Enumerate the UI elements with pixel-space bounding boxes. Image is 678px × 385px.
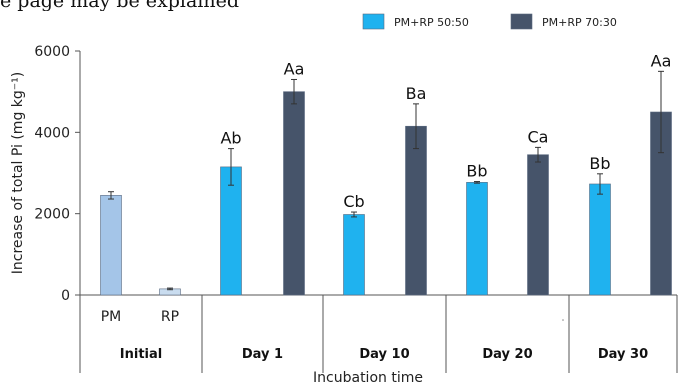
legend-swatch bbox=[362, 13, 385, 30]
y-tick-label: 4000 bbox=[34, 125, 70, 141]
data-label: Ba bbox=[406, 84, 427, 103]
legend-swatch bbox=[510, 13, 533, 30]
chart-axes: 0 2000 4000 6000 bbox=[34, 44, 678, 373]
bar bbox=[220, 166, 242, 296]
data-label: Aa bbox=[651, 51, 672, 70]
data-label: Ab bbox=[220, 129, 241, 148]
legend-label: PM+RP 50:50 bbox=[394, 16, 469, 29]
bar-sublabel: PM bbox=[101, 309, 122, 325]
data-label: Aa bbox=[284, 59, 305, 78]
bar bbox=[589, 183, 611, 296]
group-label: Day 20 bbox=[482, 347, 532, 362]
x-axis-title: Incubation time bbox=[313, 370, 423, 385]
y-axis-title: Increase of total Pi (mg kg⁻¹) bbox=[10, 72, 26, 274]
bar-group bbox=[100, 70, 672, 296]
chart-legend: PM+RP 50:50 PM+RP 70:30 bbox=[362, 13, 617, 30]
caption-fragment: e page may be explained bbox=[0, 0, 240, 12]
bar bbox=[283, 91, 305, 296]
group-label: Day 30 bbox=[598, 347, 648, 362]
bar bbox=[405, 125, 427, 296]
stray-dot bbox=[562, 319, 564, 321]
chart-labels: Initial PM RP Day 1 Ab Aa Day 10 Cb Ba Day 20 Bb Ca… bbox=[101, 51, 672, 362]
data-label: Bb bbox=[466, 162, 487, 181]
y-tick-label: 2000 bbox=[34, 207, 70, 223]
data-label: Bb bbox=[589, 154, 610, 173]
bar bbox=[100, 195, 122, 296]
group-label: Initial bbox=[120, 347, 162, 362]
y-tick-label: 6000 bbox=[34, 44, 70, 60]
bar bbox=[343, 214, 365, 296]
group-label: Day 10 bbox=[359, 347, 409, 362]
y-tick-label: 0 bbox=[61, 288, 70, 304]
bar-sublabel: RP bbox=[161, 309, 179, 325]
legend-label: PM+RP 70:30 bbox=[542, 16, 617, 29]
bar bbox=[466, 182, 488, 296]
data-label: Cb bbox=[343, 192, 364, 211]
group-label: Day 1 bbox=[242, 347, 283, 362]
data-label: Ca bbox=[528, 127, 549, 146]
bar bbox=[527, 154, 549, 296]
